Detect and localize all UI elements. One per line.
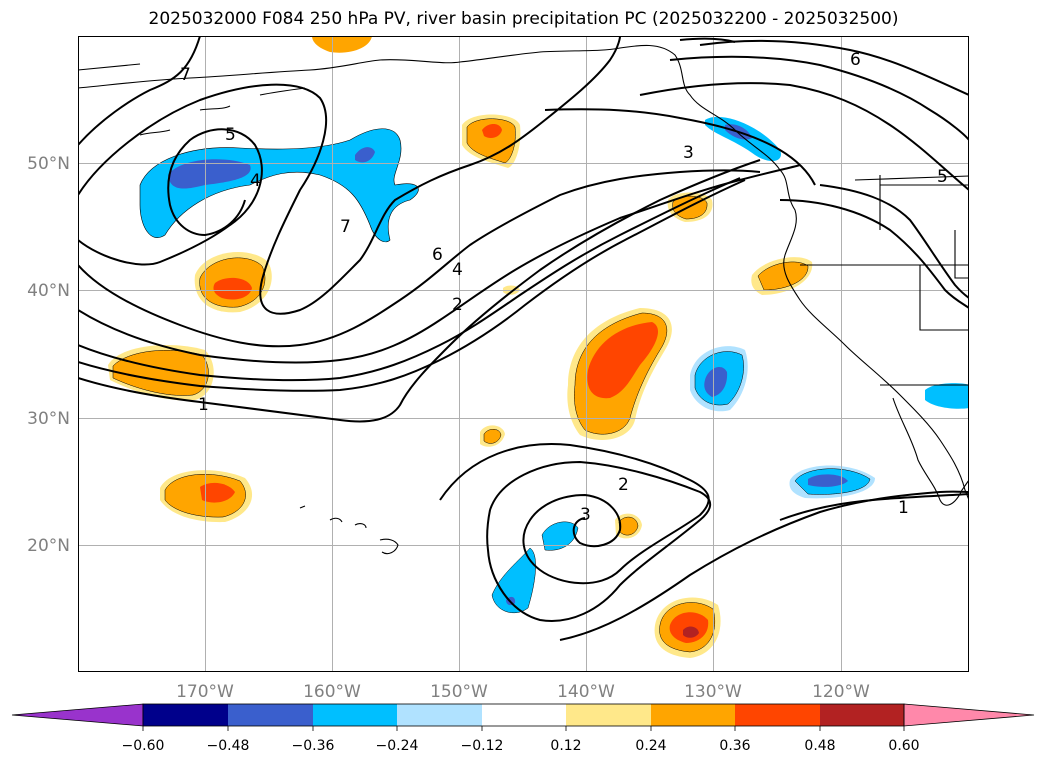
contour-label: 1	[898, 498, 909, 518]
contour-label: 5	[225, 125, 236, 145]
colorbar-tick-label: −0.36	[292, 738, 335, 754]
colorbar-segment	[397, 704, 482, 726]
colorbar-segment	[566, 704, 651, 726]
coastlines	[78, 44, 969, 555]
negative-precip-area	[541, 521, 579, 551]
contour-label: 3	[580, 505, 591, 525]
positive-precip-area	[483, 429, 502, 444]
precipitation-field	[108, 36, 969, 658]
colorbar-tick-label: 0.24	[635, 738, 666, 754]
lat-tick-label: 40°N	[27, 281, 70, 301]
colorbar-segment	[820, 704, 904, 726]
contour-label: 7	[180, 65, 191, 85]
contour-label: 2	[452, 295, 463, 315]
map-frame	[78, 36, 969, 672]
negative-precip-core	[355, 147, 375, 163]
colorbar-segment	[651, 704, 735, 726]
colorbar-tick-label: −0.60	[122, 738, 165, 754]
chart-title: 2025032000 F084 250 hPa PV, river basin …	[148, 9, 899, 29]
positive-precip-area	[466, 118, 516, 164]
positive-precip-area	[757, 261, 809, 291]
lon-tick-label: 140°W	[557, 682, 615, 702]
positive-precip-core	[213, 277, 252, 300]
map-gridlines	[78, 36, 969, 672]
latitude-labels: 50°N 40°N 30°N 20°N	[27, 154, 70, 556]
colorbar-segment	[228, 704, 313, 726]
contour-label: 6	[432, 245, 443, 265]
positive-precip-core	[587, 322, 659, 399]
contour-label: 1	[198, 395, 209, 415]
colorbar-tick-label: −0.48	[207, 738, 250, 754]
lon-tick-label: 150°W	[430, 682, 488, 702]
lon-tick-label: 170°W	[176, 682, 234, 702]
colorbar-tick-label: 0.36	[719, 738, 750, 754]
colorbar-extend-low	[11, 703, 144, 727]
negative-precip-core	[704, 366, 728, 397]
positive-precip-area	[618, 516, 639, 536]
colorbar-segment	[482, 704, 566, 726]
contour-label: 7	[340, 217, 351, 237]
positive-precip-area	[312, 36, 372, 53]
negative-precip-area	[139, 128, 419, 243]
lat-tick-label: 50°N	[27, 154, 70, 174]
colorbar-segment	[313, 704, 397, 726]
colorbar-ticks	[142, 726, 905, 731]
colorbar-tick-label: 0.48	[804, 738, 835, 754]
lon-tick-label: 120°W	[812, 682, 870, 702]
colorbar: −0.60 −0.48 −0.36 −0.24 −0.12 0.12 0.24 …	[11, 703, 1035, 754]
lat-tick-label: 30°N	[27, 409, 70, 429]
contour-label: 2	[618, 475, 629, 495]
contour-label: 4	[250, 171, 261, 191]
colorbar-tick-label: 0.60	[888, 738, 919, 754]
pv-contours	[78, 36, 969, 641]
lon-tick-label: 160°W	[303, 682, 361, 702]
contour-label: 5	[937, 167, 948, 187]
negative-precip-area	[491, 547, 536, 614]
contour-label: 3	[683, 143, 694, 163]
colorbar-segment	[143, 704, 228, 726]
negative-precip-area	[925, 383, 969, 409]
colorbar-extend-high	[903, 703, 1035, 727]
positive-precip-area	[112, 350, 209, 396]
contour-label: 6	[850, 50, 861, 70]
colorbar-tick-label: 0.12	[550, 738, 581, 754]
colorbar-tick-label: −0.12	[461, 738, 504, 754]
positive-precip-core	[683, 626, 699, 638]
lat-tick-label: 20°N	[27, 536, 70, 556]
negative-precip-core	[168, 159, 251, 189]
lon-tick-label: 130°W	[684, 682, 742, 702]
negative-precip-core	[808, 474, 848, 487]
positive-precip-core	[482, 124, 502, 138]
longitude-labels: 170°W 160°W 150°W 140°W 130°W 120°W	[176, 682, 870, 702]
positive-precip-core	[200, 482, 235, 503]
contour-labels: 7 5 4 7 6 4 2 1 3 6 5 2 3 1	[180, 50, 948, 525]
colorbar-frame	[142, 703, 905, 727]
contour-label: 4	[452, 260, 463, 280]
colorbar-tick-label: −0.24	[376, 738, 419, 754]
colorbar-segment	[735, 704, 820, 726]
